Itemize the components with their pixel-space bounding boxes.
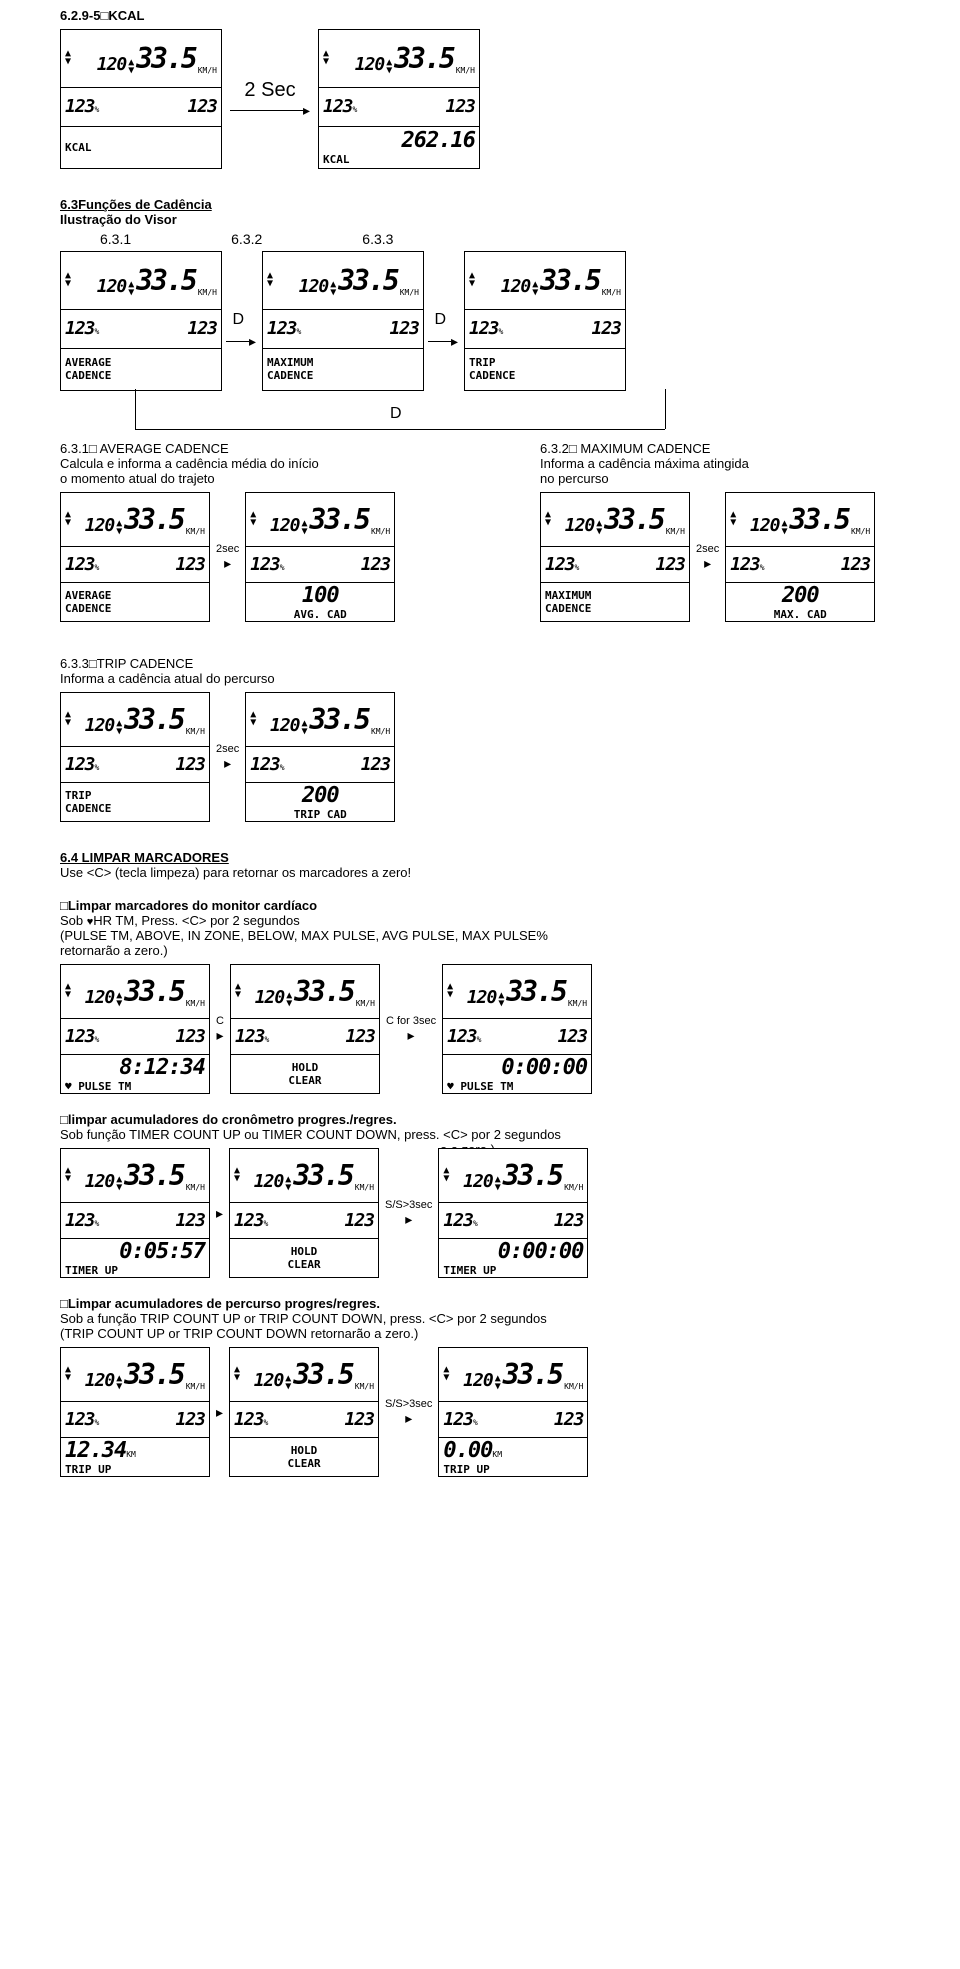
lcd-max-cadence: ▲▼120▲▼33.5KM/H 123%123 MAXIMUM CADENCE — [262, 251, 424, 391]
arrow-right-icon: ▸ — [405, 1410, 412, 1427]
arrow-right-icon: ▸ — [224, 555, 231, 572]
lcd-hold-clear-3: ▲▼120▲▼33.5KM/H 123%123 HOLDCLEAR — [229, 1347, 379, 1477]
lcd-s633-after: ▲▼120▲▼33.5KM/H 123%123 200TRIP CAD — [245, 692, 395, 822]
arrow-right-icon: ▸ — [303, 102, 310, 119]
s64-sub3-l1: Sob a função TRIP COUNT UP or TRIP COUNT… — [60, 1311, 900, 1326]
lcd-s631-after: ▲▼120▲▼33.5KM/H 123%123 100AVG. CAD — [245, 492, 395, 622]
arrow-right-icon: ▸ — [216, 1205, 223, 1222]
lcd-timer-after: ▲▼120▲▼33.5KM/H 123%123 0:00:00TIMER UP — [438, 1148, 588, 1278]
s633-l1: Informa a cadência atual do percurso — [60, 671, 900, 686]
s631-l2: o momento atual do trajeto — [60, 471, 420, 486]
s64-sub3-title: □Limpar acumuladores de percurso progres… — [60, 1296, 900, 1311]
lcd-hold-clear-2: ▲▼120▲▼33.5KM/H 123%123 HOLDCLEAR — [229, 1148, 379, 1278]
arrow-right-icon: ▸ — [704, 555, 711, 572]
transition-text-2sec: 2 Sec — [244, 79, 295, 102]
lcd-kcal-before: ▲▼120▲▼33.5KM/H 123%123 KCAL — [60, 29, 222, 169]
connector-line: D — [60, 395, 900, 435]
section-629-title: 6.2.9-5□KCAL — [60, 8, 900, 23]
cadence-lcd-row: ▲▼120▲▼33.5KM/H 123%123 AVERAGE CADENCE … — [60, 251, 900, 391]
arrow-right-icon: ▸ — [216, 1027, 223, 1044]
lcd-trip-cadence: ▲▼120▲▼33.5KM/H 123%123 TRIP CADENCE — [464, 251, 626, 391]
s64-sub1-l1: Sob ♥HR TM, Press. <C> por 2 segundos — [60, 913, 900, 928]
s631-id: 6.3.1□ AVERAGE CADENCE — [60, 441, 420, 456]
s64-l1: Use <C> (tecla limpeza) para retornar os… — [60, 865, 900, 880]
section-63-title: 6.3Funções de Cadência — [60, 197, 900, 212]
lcd-s631-before: ▲▼120▲▼33.5KM/H 123%123 AVERAGE CADENCE — [60, 492, 210, 622]
arrow-right-icon: ▸ — [224, 755, 231, 772]
s64-sub2-l1: Sob função TIMER COUNT UP ou TIMER COUNT… — [60, 1127, 900, 1142]
arrow-right-icon: ▸ — [216, 1404, 223, 1421]
section-63-subtitle: Ilustração do Visor — [60, 212, 900, 227]
s632-l2: no percurso — [540, 471, 900, 486]
lcd-s633-before: ▲▼120▲▼33.5KM/H 123%123 TRIP CADENCE — [60, 692, 210, 822]
s64-sub1-l3: retornarão a zero.) — [60, 943, 900, 958]
arrow-right-icon: ▸ — [408, 1027, 415, 1044]
s64-sub2-title: □limpar acumuladores do cronômetro progr… — [60, 1112, 900, 1127]
s632-l1: Informa a cadência máxima atingida — [540, 456, 900, 471]
s632-id: 6.3.2□ MAXIMUM CADENCE — [540, 441, 900, 456]
lcd-trip-before: ▲▼120▲▼33.5KM/H 123%123 12.34KMTRIP UP — [60, 1347, 210, 1477]
arrow-right-icon: ▸ — [405, 1211, 412, 1228]
lcd-timer-before: ▲▼120▲▼33.5KM/H 123%123 0:05:57TIMER UP — [60, 1148, 210, 1278]
s64-sub1-title: □Limpar marcadores do monitor cardíaco — [60, 898, 900, 913]
s64-sub1-l2: (PULSE TM, ABOVE, IN ZONE, BELOW, MAX PU… — [60, 928, 900, 943]
s633-id: 6.3.3□TRIP CADENCE — [60, 656, 900, 671]
column-labels: 6.3.1 6.3.2 6.3.3 — [100, 231, 900, 247]
lcd-kcal-after: ▲▼120▲▼33.5KM/H 123%123 262.16KCAL — [318, 29, 480, 169]
lcd-s632-after: ▲▼120▲▼33.5KM/H 123%123 200MAX. CAD — [725, 492, 875, 622]
lcd-s632-before: ▲▼120▲▼33.5KM/H 123%123 MAXIMUM CADENCE — [540, 492, 690, 622]
s64-title: 6.4 LIMPAR MARCADORES — [60, 850, 900, 865]
s631-l1: Calcula e informa a cadência média do in… — [60, 456, 420, 471]
lcd-pulse-after: ▲▼120▲▼33.5KM/H 123%123 0:00:00♥ PULSE T… — [442, 964, 592, 1094]
lcd-avg-cadence: ▲▼120▲▼33.5KM/H 123%123 AVERAGE CADENCE — [60, 251, 222, 391]
lcd-hold-clear-1: ▲▼120▲▼33.5KM/H 123%123 HOLDCLEAR — [230, 964, 380, 1094]
s64-sub3-l2: (TRIP COUNT UP or TRIP COUNT DOWN retorn… — [60, 1326, 900, 1341]
lcd-pulse-before: ▲▼120▲▼33.5KM/H 123%123 8:12:34♥ PULSE T… — [60, 964, 210, 1094]
lcd-row-kcal: ▲▼120▲▼33.5KM/H 123%123 KCAL 2 Sec ▸ ▲▼1… — [60, 29, 900, 169]
lcd-trip-after: ▲▼120▲▼33.5KM/H 123%123 0.00KMTRIP UP — [438, 1347, 588, 1477]
